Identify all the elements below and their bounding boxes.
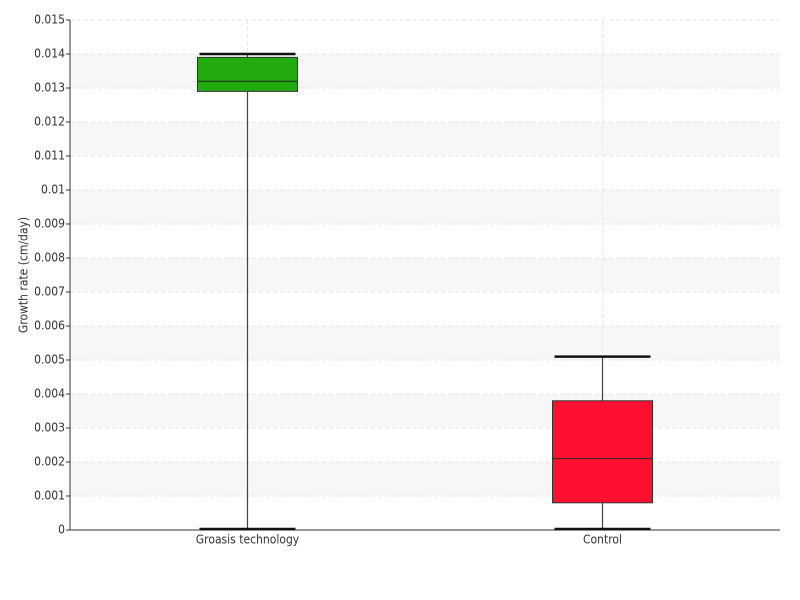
y-tick-label: 0.006 [34,319,65,333]
band [70,394,780,428]
band [70,326,780,360]
band [70,462,780,496]
y-tick-label: 0.001 [34,489,65,503]
y-tick-label: 0.013 [34,81,65,95]
band [70,258,780,292]
y-tick-label: 0.014 [34,47,65,61]
y-tick-label: 0.011 [34,149,65,163]
y-tick-label: 0 [58,523,65,537]
box [197,56,298,92]
y-tick-label: 0.003 [34,421,65,435]
y-axis-label: Growth rate (cm/day) [17,217,31,333]
band [70,190,780,224]
box [552,400,653,504]
y-tick-label: 0.005 [34,353,65,367]
y-tick-label: 0.004 [34,387,65,401]
x-tick-label: Groasis technology [196,533,300,547]
y-tick-label: 0.009 [34,217,65,231]
y-tick-label: 0.008 [34,251,65,265]
y-tick-label: 0.002 [34,455,65,469]
band [70,54,780,88]
y-tick-label: 0.01 [41,183,65,197]
y-tick-label: 0.012 [34,115,65,129]
band [70,122,780,156]
y-tick-label: 0.007 [34,285,65,299]
x-tick-label: Control [583,533,622,547]
y-tick-label: 0.015 [34,13,65,27]
